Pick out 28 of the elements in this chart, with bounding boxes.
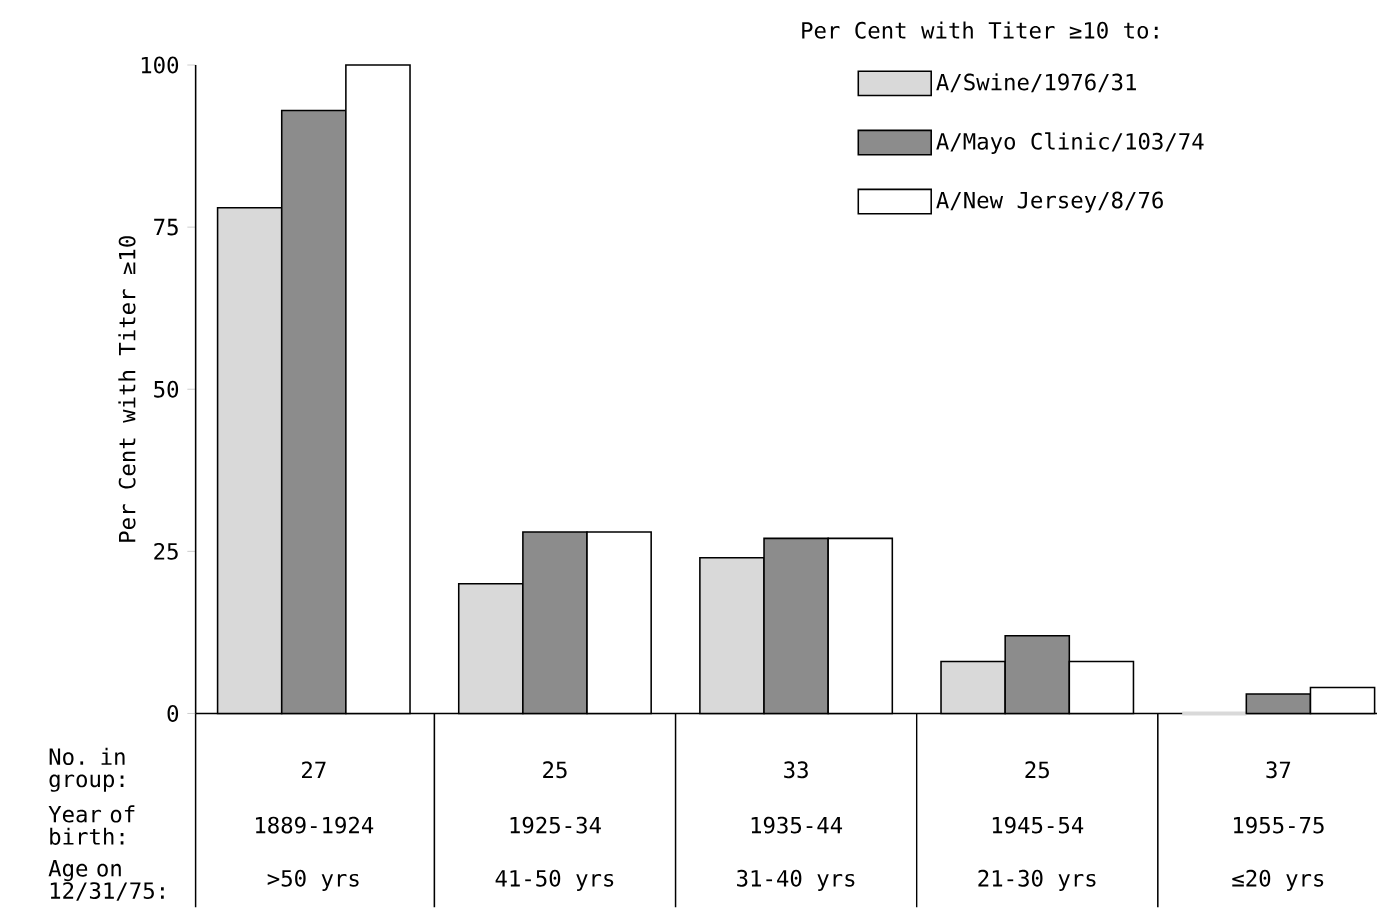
text: 27 xyxy=(302,761,326,779)
text: Age on 12/31/75: xyxy=(48,860,164,901)
y-tick-label: 25 xyxy=(154,543,178,560)
y-tick-label: 75 xyxy=(154,219,178,236)
legend-label: A/Mayo Clinic/103/74 xyxy=(936,132,1204,155)
x-tick-label: 1955-75 xyxy=(1234,816,1324,834)
y-tick-label: 50 xyxy=(154,381,179,398)
x-tick-label: 1925-34 xyxy=(510,816,601,834)
legend-label: A/New Jersey/8/76 xyxy=(936,191,1163,213)
y-tick-label: 0 xyxy=(167,705,179,723)
text: 37 xyxy=(1266,761,1291,779)
text: No. in group: xyxy=(49,747,125,792)
x-tick-label: 1889-1924 xyxy=(255,816,374,834)
text: 21-30 yrs xyxy=(978,870,1096,892)
text: 25 xyxy=(1025,761,1049,779)
text: 25 xyxy=(543,761,567,779)
x-tick-label: 1945-54 xyxy=(992,816,1084,834)
text: ≤20 yrs xyxy=(1232,870,1324,892)
x-tick-label: 1935-44 xyxy=(751,816,843,834)
text: >50 yrs xyxy=(267,870,359,892)
text: 33 xyxy=(784,761,808,779)
legend-title: Per Cent with Titer ≥10 to: xyxy=(802,21,1158,39)
legend-label: A/Swine/1976/31 xyxy=(936,73,1136,93)
text: Year of birth: xyxy=(48,805,135,846)
y-axis-title: Per Cent with Titer ≥10 xyxy=(118,236,136,542)
text: 41-50 yrs xyxy=(495,870,614,892)
text: 31-40 yrs xyxy=(737,870,855,892)
y-tick-label: 100 xyxy=(141,56,179,74)
